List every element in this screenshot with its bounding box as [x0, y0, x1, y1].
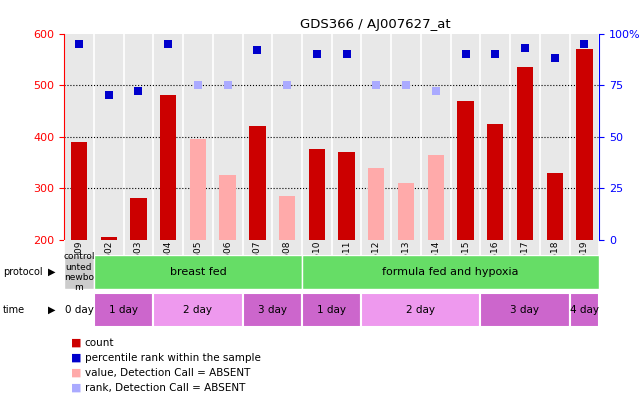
Text: control
unted
newbo
m: control unted newbo m	[63, 252, 95, 292]
Bar	[487, 124, 503, 240]
Bar	[279, 196, 296, 240]
Text: rank, Detection Call = ABSENT: rank, Detection Call = ABSENT	[85, 383, 245, 393]
Text: protocol: protocol	[3, 267, 43, 277]
Bar	[94, 293, 153, 327]
Bar	[421, 240, 451, 255]
Bar	[451, 240, 480, 255]
Bar	[242, 293, 302, 327]
Bar	[64, 240, 94, 255]
Text: 4 day: 4 day	[570, 305, 599, 315]
Bar	[362, 240, 391, 255]
Text: GSM7615: GSM7615	[461, 240, 470, 284]
Bar	[517, 67, 533, 240]
Bar	[338, 152, 354, 240]
Bar	[101, 237, 117, 240]
Bar	[130, 198, 147, 240]
Text: GSM7602: GSM7602	[104, 240, 113, 284]
Text: 1 day: 1 day	[317, 305, 346, 315]
Text: GSM7616: GSM7616	[491, 240, 500, 284]
Bar	[547, 173, 563, 240]
Bar	[153, 293, 242, 327]
Text: GSM7604: GSM7604	[163, 240, 172, 284]
Text: count: count	[85, 337, 114, 348]
Bar	[480, 293, 570, 327]
Bar	[480, 240, 510, 255]
Bar	[332, 240, 362, 255]
Text: 2 day: 2 day	[406, 305, 435, 315]
Bar	[302, 293, 362, 327]
Bar	[242, 240, 272, 255]
Text: GSM7611: GSM7611	[342, 240, 351, 284]
Bar	[124, 240, 153, 255]
Bar	[362, 293, 480, 327]
Text: 3 day: 3 day	[510, 305, 540, 315]
Text: GSM7617: GSM7617	[520, 240, 529, 284]
Text: 1 day: 1 day	[109, 305, 138, 315]
Text: 2 day: 2 day	[183, 305, 212, 315]
Bar	[398, 183, 414, 240]
Text: GSM7614: GSM7614	[431, 240, 440, 284]
Text: ▶: ▶	[48, 305, 56, 315]
Text: 3 day: 3 day	[258, 305, 287, 315]
Text: GSM7618: GSM7618	[550, 240, 559, 284]
Bar	[302, 240, 332, 255]
Bar	[457, 101, 474, 240]
Text: ■: ■	[71, 352, 81, 363]
Bar	[213, 240, 242, 255]
Bar	[153, 240, 183, 255]
Text: GSM7603: GSM7603	[134, 240, 143, 284]
Text: ■: ■	[71, 337, 81, 348]
Text: ■: ■	[71, 367, 81, 378]
Bar	[510, 240, 540, 255]
Bar	[576, 49, 593, 240]
Text: ■: ■	[71, 383, 81, 393]
Bar	[428, 154, 444, 240]
Text: time: time	[3, 305, 26, 315]
Bar	[183, 240, 213, 255]
Text: GSM7619: GSM7619	[580, 240, 589, 284]
Bar	[160, 95, 176, 240]
Text: breast fed: breast fed	[169, 267, 226, 277]
Text: formula fed and hypoxia: formula fed and hypoxia	[383, 267, 519, 277]
Bar	[309, 149, 325, 240]
Bar	[540, 240, 570, 255]
Bar	[570, 240, 599, 255]
Bar	[368, 168, 385, 240]
Bar	[219, 175, 236, 240]
Bar	[272, 240, 302, 255]
Text: GSM7609: GSM7609	[74, 240, 83, 284]
Text: GSM7608: GSM7608	[283, 240, 292, 284]
Bar	[190, 139, 206, 240]
Bar	[94, 255, 302, 289]
Text: GSM7607: GSM7607	[253, 240, 262, 284]
Text: GDS366 / AJ007627_at: GDS366 / AJ007627_at	[300, 18, 450, 31]
Bar	[64, 255, 94, 289]
Bar	[64, 293, 94, 327]
Bar	[302, 255, 599, 289]
Text: 0 day: 0 day	[65, 305, 94, 315]
Text: GSM7606: GSM7606	[223, 240, 232, 284]
Bar	[94, 240, 124, 255]
Text: GSM7605: GSM7605	[194, 240, 203, 284]
Text: value, Detection Call = ABSENT: value, Detection Call = ABSENT	[85, 367, 250, 378]
Bar	[71, 142, 87, 240]
Text: percentile rank within the sample: percentile rank within the sample	[85, 352, 260, 363]
Bar	[249, 126, 265, 240]
Bar	[570, 293, 599, 327]
Bar	[391, 240, 421, 255]
Text: GSM7613: GSM7613	[401, 240, 410, 284]
Text: GSM7612: GSM7612	[372, 240, 381, 284]
Text: ▶: ▶	[48, 267, 56, 277]
Text: GSM7610: GSM7610	[312, 240, 321, 284]
